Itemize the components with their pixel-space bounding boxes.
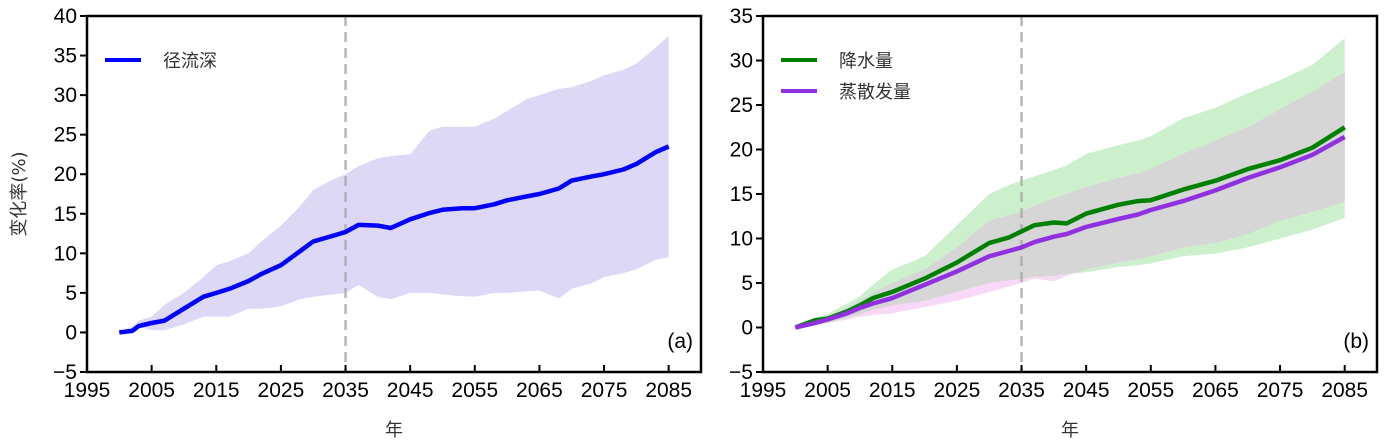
x-tick-label: 2045 [1063, 379, 1110, 402]
y-tick-label: 40 [54, 5, 77, 28]
line-a-series-0 [119, 144, 670, 335]
x-tick-label: 2015 [193, 379, 240, 402]
x-tick-label: 2005 [804, 379, 851, 402]
x-tick-label: 2065 [1192, 379, 1239, 402]
y-tick-label: 20 [730, 139, 753, 162]
y-tick-label: 5 [65, 282, 77, 305]
x-tick-label: 2065 [516, 379, 563, 402]
legend-label: 降水量 [839, 51, 893, 72]
band-b-overlap [795, 72, 1345, 328]
panel-b-x-axis-label: 年 [1061, 420, 1079, 441]
panel-a-y-axis-label: 变化率(%) [9, 151, 30, 236]
x-tick-label: 2035 [998, 379, 1045, 402]
y-tick-label: −5 [729, 361, 753, 384]
y-tick-label: 5 [741, 272, 753, 295]
legend-item: 径流深 [105, 51, 217, 72]
panel-a-bands [119, 35, 669, 333]
band-b-series-0 [795, 38, 1345, 328]
x-tick-label: 2085 [645, 379, 692, 402]
x-tick-label: 1995 [64, 379, 111, 402]
panel-b-label: (b) [1343, 330, 1369, 353]
panel-b-bands [795, 38, 1345, 328]
panel-a-x-ticks: 1995 2005 2015 2025 2035 2045 2055 2065 2075 2085 [64, 365, 692, 402]
y-tick-label: −5 [53, 361, 77, 384]
x-tick-label: 1995 [740, 379, 787, 402]
y-tick-label: 30 [730, 50, 753, 73]
line-b-series-1 [794, 135, 1346, 330]
panel-b-lines [794, 125, 1346, 330]
panel-a-axes-frame [85, 14, 703, 374]
y-tick-label: 35 [730, 5, 753, 28]
panel-b-precip-et: 1995 2005 2015 2025 2035 2045 2055 2065 2075 2085… [729, 5, 1379, 441]
y-tick-label: 0 [741, 317, 753, 340]
panel-a-runoff: 1995 2005 2015 2025 2035 2045 2055 2065 2075 2085… [9, 5, 703, 441]
line-b-series-0 [794, 125, 1346, 330]
panel-a-lines [119, 144, 670, 335]
y-tick-label: 0 [65, 321, 77, 344]
band-a-series-0 [119, 35, 669, 333]
panel-b-x-ticks: 1995 2005 2015 2025 2035 2045 2055 2065 2075 2085 [740, 365, 1368, 402]
x-tick-label: 2025 [934, 379, 981, 402]
y-tick-label: 35 [54, 45, 77, 68]
legend-item: 降水量 [781, 51, 893, 72]
y-tick-label: 10 [54, 242, 77, 265]
x-tick-label: 2055 [451, 379, 498, 402]
y-tick-label: 15 [730, 183, 753, 206]
x-tick-label: 2055 [1127, 379, 1174, 402]
x-tick-label: 2075 [581, 379, 628, 402]
x-tick-label: 2015 [869, 379, 916, 402]
y-tick-label: 25 [54, 124, 77, 147]
y-tick-label: 25 [730, 94, 753, 117]
panel-a-x-axis-label: 年 [385, 420, 403, 441]
panel-b-y-ticks: −5 0 5 10 15 20 25 30 35 [729, 5, 763, 384]
x-tick-label: 2005 [128, 379, 175, 402]
x-tick-label: 2025 [258, 379, 305, 402]
x-tick-label: 2085 [1321, 379, 1368, 402]
legend-item: 蒸散发量 [781, 82, 911, 103]
panel-a-label: (a) [667, 330, 693, 353]
legend-label: 蒸散发量 [839, 82, 911, 103]
x-tick-label: 2075 [1257, 379, 1304, 402]
x-tick-label: 2045 [387, 379, 434, 402]
x-tick-label: 2035 [322, 379, 369, 402]
panel-a-y-ticks: −5 0 5 10 15 20 25 30 35 40 [53, 5, 87, 384]
y-tick-label: 15 [54, 203, 77, 226]
legend-label: 径流深 [163, 51, 217, 72]
y-tick-label: 20 [54, 163, 77, 186]
y-tick-label: 30 [54, 84, 77, 107]
panel-a-legend: 径流深 [105, 51, 217, 72]
y-tick-label: 10 [730, 228, 753, 251]
